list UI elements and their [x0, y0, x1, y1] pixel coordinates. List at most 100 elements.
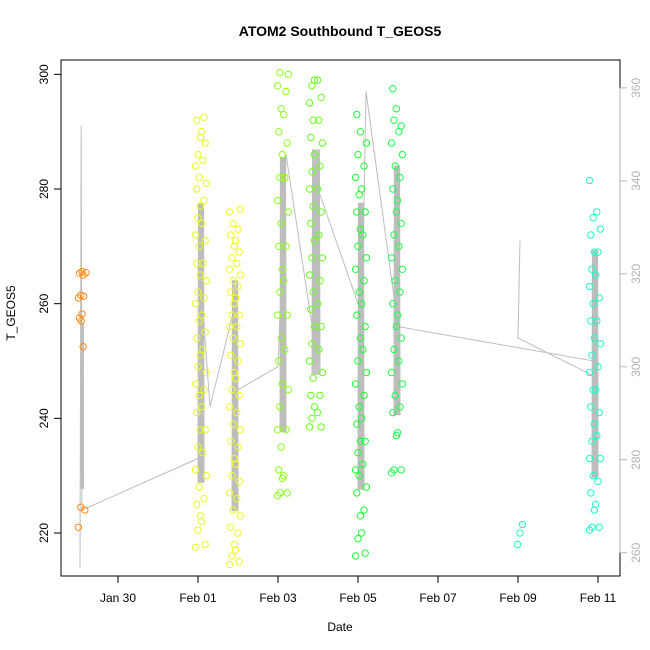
- data-point: [282, 426, 290, 434]
- data-point: [359, 231, 367, 239]
- data-point: [351, 466, 360, 474]
- profile-track-line: [357, 202, 365, 490]
- data-point: [589, 214, 597, 222]
- data-point: [355, 288, 363, 296]
- data-point: [78, 310, 86, 318]
- x-tick-label: Feb 03: [259, 591, 297, 605]
- data-point: [587, 489, 595, 497]
- data-point: [235, 391, 243, 400]
- data-point: [393, 429, 402, 437]
- x-axis: Jan 30 Feb 01 Feb 03 Feb 05 Feb 07 Feb 09 Feb …: [100, 575, 617, 605]
- data-point: [318, 254, 327, 262]
- data-point: [359, 460, 367, 468]
- data-point: [305, 357, 314, 365]
- data-point: [234, 529, 242, 537]
- data-point: [387, 368, 396, 377]
- data-point: [389, 85, 397, 93]
- data-point: [194, 526, 202, 534]
- data-point: [316, 391, 324, 400]
- track-lines: [79, 91, 599, 568]
- data-point: [313, 300, 322, 308]
- data-point: [230, 540, 239, 549]
- data-point: [392, 208, 401, 216]
- data-point: [194, 150, 202, 159]
- data-point: [359, 345, 367, 354]
- data-point: [591, 386, 600, 394]
- data-point: [273, 196, 282, 205]
- data-point: [317, 322, 325, 331]
- data-point: [313, 76, 322, 84]
- data-point: [281, 345, 289, 354]
- data-point: [195, 483, 203, 491]
- data-point: [199, 259, 207, 268]
- data-point: [277, 219, 285, 228]
- data-point: [229, 506, 237, 514]
- x-tick-label: Feb 07: [419, 591, 457, 605]
- data-point: [233, 408, 241, 417]
- data-point: [196, 202, 205, 210]
- data-point: [387, 139, 396, 147]
- data-point: [362, 483, 371, 491]
- data-point: [593, 317, 601, 325]
- data-point: [230, 368, 239, 377]
- data-point: [391, 162, 399, 170]
- data-point: [191, 466, 200, 474]
- data-point: [318, 139, 327, 147]
- data-point: [361, 208, 369, 216]
- data-point: [195, 173, 203, 182]
- data-point: [201, 426, 209, 434]
- data-point: [193, 334, 201, 342]
- data-point: [235, 477, 243, 486]
- data-point: [225, 208, 234, 216]
- data-point: [200, 113, 208, 122]
- data-point: [282, 87, 290, 96]
- data-point: [354, 449, 362, 457]
- data-point: [196, 512, 205, 520]
- data-point: [234, 443, 242, 451]
- data-point: [361, 437, 369, 445]
- data-point: [74, 523, 83, 531]
- data-point: [356, 334, 365, 342]
- data-point: [309, 374, 317, 382]
- y2-tick-label: 260: [629, 542, 643, 562]
- data-point: [200, 196, 208, 205]
- data-point: [236, 340, 245, 348]
- data-point: [594, 477, 602, 486]
- data-point: [234, 225, 242, 233]
- data-point: [357, 414, 366, 422]
- x-tick-label: Feb 11: [580, 591, 617, 605]
- data-point: [196, 133, 205, 142]
- data-point: [197, 219, 206, 228]
- y-tick-label: 240: [37, 408, 51, 428]
- y2-tick-label: 360: [629, 78, 643, 98]
- data-point: [276, 173, 284, 182]
- data-point: [201, 139, 209, 147]
- data-point: [281, 173, 289, 182]
- data-point: [194, 363, 202, 371]
- y2-tick-label: 300: [629, 356, 643, 376]
- data-point: [193, 408, 201, 417]
- data-point: [235, 248, 243, 256]
- data-point: [591, 271, 600, 279]
- data-point: [361, 549, 369, 557]
- data-point: [195, 391, 203, 400]
- data-point: [193, 116, 201, 124]
- data-point: [193, 185, 201, 193]
- data-point: [191, 380, 200, 388]
- data-point: [231, 374, 240, 382]
- data-point: [275, 128, 283, 136]
- data-point: [197, 517, 206, 526]
- data-point: [596, 454, 605, 463]
- data-point: [308, 168, 316, 176]
- data-point: [236, 271, 245, 279]
- data-point: [233, 494, 241, 503]
- data-point: [356, 512, 365, 520]
- data-point: [309, 288, 317, 296]
- data-point: [196, 271, 205, 279]
- data-point: [227, 231, 235, 239]
- data-point: [275, 357, 283, 365]
- data-point: [353, 208, 361, 216]
- data-point: [273, 311, 282, 319]
- data-point: [318, 368, 327, 377]
